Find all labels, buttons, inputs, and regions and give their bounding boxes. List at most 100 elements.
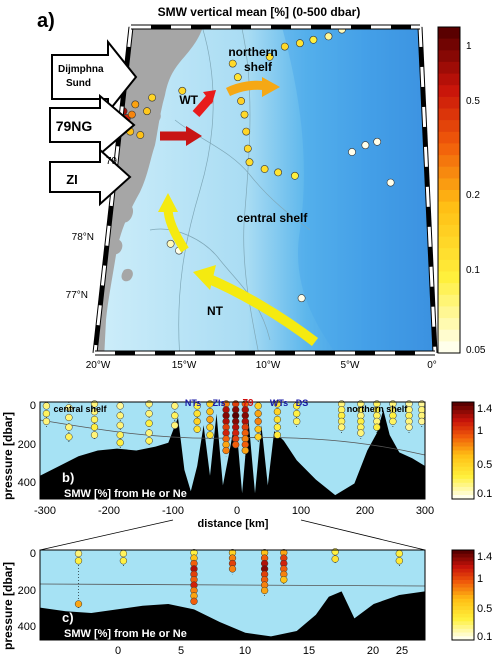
b-xtick-m300: -300 [34, 505, 56, 517]
sample-point [254, 425, 262, 433]
sample-point [42, 409, 51, 418]
panel-b-letter: b) [62, 470, 74, 485]
callout-zi: ZI [49, 147, 132, 207]
sample-point [193, 425, 201, 433]
label-wt: WT [179, 93, 198, 107]
c-xtick-25: 25 [396, 645, 408, 656]
panel-b: b) SMW [%] from He or Ne [39, 400, 426, 500]
sample-point [395, 549, 403, 558]
label-shelf: shelf [244, 60, 273, 74]
map-station-point [373, 137, 382, 146]
map-station-point [260, 165, 269, 173]
cbar-a-tick-02: 0.2 [466, 190, 480, 201]
sample-point [280, 576, 288, 584]
cbar-segment [452, 446, 474, 452]
cbar-segment [452, 466, 474, 472]
cbar-frame [451, 549, 475, 641]
map-station-point [348, 148, 356, 156]
zoom-connector-left [39, 519, 174, 551]
colorbar-c [451, 549, 475, 641]
cbar-segment [452, 438, 474, 443]
cbar-segment [452, 495, 474, 500]
cbar-c-tick-05: 0.5 [477, 603, 492, 615]
cbar-a-segment [438, 27, 460, 40]
sample-point [357, 429, 365, 437]
sample-point [241, 446, 249, 455]
zoom-connector-right [300, 519, 426, 551]
callout-dijmphna: Dijmphna Sund [51, 39, 138, 115]
contour-1 [178, 27, 214, 353]
c-xtick-0: 0 [115, 645, 121, 656]
lon-label-20w: 20°W [86, 360, 111, 371]
cbar-segment [452, 478, 474, 484]
panel-a-title: SMW vertical mean [%] (0-500 dbar) [158, 5, 361, 19]
cbar-a-segment [438, 306, 460, 319]
cbar-a-tick-01: 0.1 [466, 265, 480, 276]
cbar-a-segment [438, 85, 460, 98]
sample-point [254, 433, 262, 441]
sample-point [145, 437, 153, 445]
sample-point [331, 555, 339, 563]
cbar-segment [452, 426, 474, 431]
sample-point [116, 439, 124, 447]
panel-b-yticks: 0 200 400 [18, 400, 36, 489]
sample-point [273, 423, 282, 431]
colorbar-b [451, 401, 475, 500]
sample-point [65, 413, 73, 422]
cbar-segment [452, 561, 474, 566]
sample-point [190, 597, 198, 605]
panel-b-bathymetry [40, 409, 425, 499]
section-79: 79 [242, 398, 254, 409]
panel-c-letter: c) [62, 610, 74, 625]
sample-point [254, 409, 262, 418]
cbar-segment [452, 636, 474, 641]
cbar-a-segment [438, 120, 460, 133]
cbar-a-segment [438, 318, 460, 331]
callout-79ng: 79NG [49, 93, 136, 157]
c-xtick-10: 10 [239, 645, 251, 656]
lon-label-5w: 5°W [341, 360, 361, 371]
cbar-segment [452, 470, 474, 476]
panel-c-caption: SMW [%] from He or Ne [64, 628, 187, 640]
cbar-a-segment [438, 283, 460, 296]
sample-point [116, 431, 124, 439]
cbar-segment [452, 576, 474, 581]
panel-c-bathymetry [40, 591, 425, 640]
sample-point [418, 417, 426, 426]
cbar-a-tick-1: 1 [466, 41, 472, 52]
section-central-shelf: central shelf [53, 404, 107, 414]
sample-point [119, 557, 128, 565]
sample-point [90, 423, 99, 431]
b-xtick-100: 100 [292, 505, 310, 517]
contour-2 [239, 27, 261, 353]
cbar-a-segment [438, 108, 460, 121]
cbar-segment [452, 406, 474, 411]
b-xtick-m200: -200 [98, 505, 120, 517]
cbar-segment [452, 606, 474, 611]
map-station-point [136, 131, 145, 139]
cbar-a-segment [438, 248, 460, 261]
cbar-b-tick-1: 1 [477, 425, 483, 437]
panel-b-section-labels: central shelf NTs ZIs 79 WTs DS northern… [53, 398, 408, 414]
cbar-segment [452, 430, 474, 435]
sample-point [116, 402, 124, 410]
sample-point [222, 446, 230, 455]
panel-c-isoline [39, 583, 426, 587]
lon-label-10w: 10°W [256, 360, 281, 371]
map-station-point [143, 107, 151, 116]
callout-dijmphna-text: Dijmphna [58, 64, 104, 75]
map-station-point [295, 39, 304, 48]
sample-point [254, 417, 262, 426]
panel-b-frame [39, 401, 426, 500]
panel-b-isoline [39, 419, 426, 456]
b-ytick-0: 0 [30, 400, 36, 412]
section-nts: NTs [185, 398, 201, 408]
cbar-segment [452, 583, 474, 589]
cbar-segment [452, 595, 474, 600]
map-station-point [243, 144, 252, 153]
label-nt: NT [207, 304, 224, 318]
c-ytick-0: 0 [30, 548, 36, 560]
cbar-segment [452, 572, 474, 577]
sample-point [65, 423, 73, 431]
